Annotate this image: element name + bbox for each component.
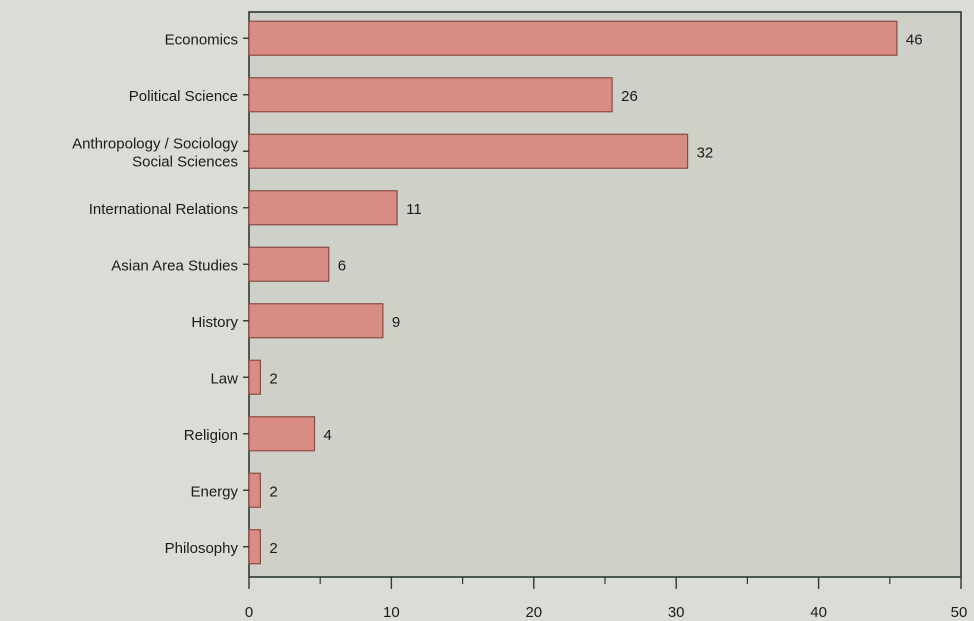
bar-value-label: 32 [697, 144, 714, 161]
bar [248, 529, 261, 565]
x-axis: 0 10 20 30 40 50 [243, 37, 968, 621]
category-label: Political Science [129, 88, 238, 105]
category-label: Religion [184, 427, 238, 444]
x-tick-label: 30 [668, 604, 685, 621]
x-tick-label: 50 [951, 604, 968, 621]
x-tick-label: 20 [525, 604, 542, 621]
bar [248, 246, 330, 282]
bar [248, 77, 613, 113]
category-label-line: Philosophy [165, 540, 239, 557]
x-tick-label: 0 [245, 604, 253, 621]
bar-value-label: 2 [269, 483, 277, 500]
category-label: International Relations [89, 201, 238, 218]
bar [248, 133, 689, 169]
category-label-line: Anthropology / Sociology [72, 135, 238, 152]
category-label: Law [210, 370, 238, 387]
bar [248, 190, 398, 226]
category-label: Economics [165, 31, 238, 48]
bar [248, 303, 384, 339]
category-label-line: Religion [184, 427, 238, 444]
bar-value-label: 46 [906, 31, 923, 48]
category-label-line: History [191, 314, 238, 331]
bar [248, 416, 316, 452]
category-label: Anthropology / Sociology Social Sciences [72, 135, 238, 170]
category-label-line: Energy [190, 483, 238, 500]
x-tick-label: 10 [383, 604, 400, 621]
bar-value-label: 9 [392, 314, 400, 331]
category-label-line: Asian Area Studies [111, 257, 238, 274]
category-label: History [191, 314, 238, 331]
category-label-line: Social Sciences [132, 153, 238, 170]
category-label-line: Law [210, 370, 238, 387]
bar [248, 359, 261, 395]
category-label: Asian Area Studies [111, 257, 238, 274]
bar [248, 472, 261, 508]
bar-value-label: 26 [621, 88, 638, 105]
x-tick-label: 40 [810, 604, 827, 621]
bar-value-label: 11 [406, 201, 422, 218]
bar [248, 20, 898, 56]
category-label-line: Political Science [129, 88, 238, 105]
category-label-line: International Relations [89, 201, 238, 218]
bar-value-label: 4 [324, 427, 332, 444]
bar-value-label: 2 [269, 540, 277, 557]
bar-value-label: 6 [338, 257, 346, 274]
category-label-line: Economics [165, 31, 238, 48]
category-label: Philosophy [165, 540, 239, 557]
category-label: Energy [190, 483, 238, 500]
bar-value-label: 2 [269, 370, 277, 387]
